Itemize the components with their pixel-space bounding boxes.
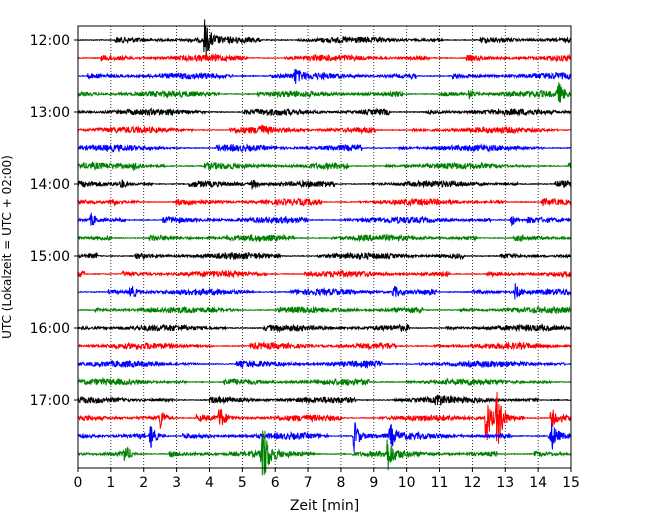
trace-1430 (77, 212, 572, 227)
x-tick-label: 9 (369, 475, 378, 491)
trace-1745 (77, 430, 572, 476)
trace-1200 (77, 19, 572, 57)
y-tick-label: 14:00 (30, 177, 70, 193)
x-axis-label: Zeit [min] (290, 498, 359, 514)
x-tick-label: 5 (238, 475, 247, 491)
trace-1645 (77, 376, 572, 387)
y-tick-label: 12:00 (30, 33, 70, 49)
trace-1345 (77, 160, 572, 172)
x-tick-label: 1 (106, 475, 115, 491)
trace-1715 (77, 391, 572, 444)
trace-1400 (77, 179, 572, 190)
x-tick-label: 12 (463, 475, 481, 491)
x-tick-label: 6 (271, 475, 280, 491)
trace-1445 (77, 233, 572, 243)
x-tick-label: 13 (496, 475, 514, 491)
traces-layer (77, 19, 572, 476)
x-tick-label: 7 (304, 475, 313, 491)
trace-1415 (77, 197, 572, 208)
plot-frame (77, 25, 572, 469)
y-tick-label: 15:00 (30, 249, 70, 265)
y-tick-label: 17:00 (30, 393, 70, 409)
x-tick-label: 15 (562, 475, 580, 491)
trace-1300 (77, 107, 572, 117)
trace-1730 (77, 422, 572, 453)
trace-1230 (77, 69, 572, 85)
x-tick-label: 2 (139, 475, 148, 491)
trace-1215 (77, 52, 572, 63)
trace-1530 (77, 283, 572, 300)
x-tick-label: 14 (529, 475, 547, 491)
trace-1500 (77, 251, 572, 261)
x-tick-label: 3 (172, 475, 181, 491)
trace-1545 (77, 305, 572, 315)
y-tick-label: 16:00 (30, 321, 70, 337)
trace-1330 (77, 143, 572, 153)
x-tick-label: 10 (398, 475, 416, 491)
trace-1700 (77, 394, 572, 406)
x-tick-label: 0 (74, 475, 83, 491)
y-ticks: 12:00 13:00 14:00 15:00 16:00 17:00 (30, 33, 78, 409)
trace-1615 (77, 340, 572, 351)
trace-1245 (77, 82, 572, 103)
trace-1630 (77, 359, 572, 369)
trace-1600 (77, 323, 572, 334)
x-ticks: 0 1 2 3 4 5 6 7 8 9 10 11 12 13 14 15 (74, 468, 580, 491)
x-tick-label: 11 (431, 475, 449, 491)
x-tick-label: 8 (336, 475, 345, 491)
y-axis-label: UTC (Lokalzeit = UTC + 02:00) (0, 155, 14, 339)
x-tick-label: 4 (205, 475, 214, 491)
y-tick-label: 13:00 (30, 105, 70, 121)
trace-1315 (77, 124, 572, 135)
trace-1515 (77, 269, 572, 279)
